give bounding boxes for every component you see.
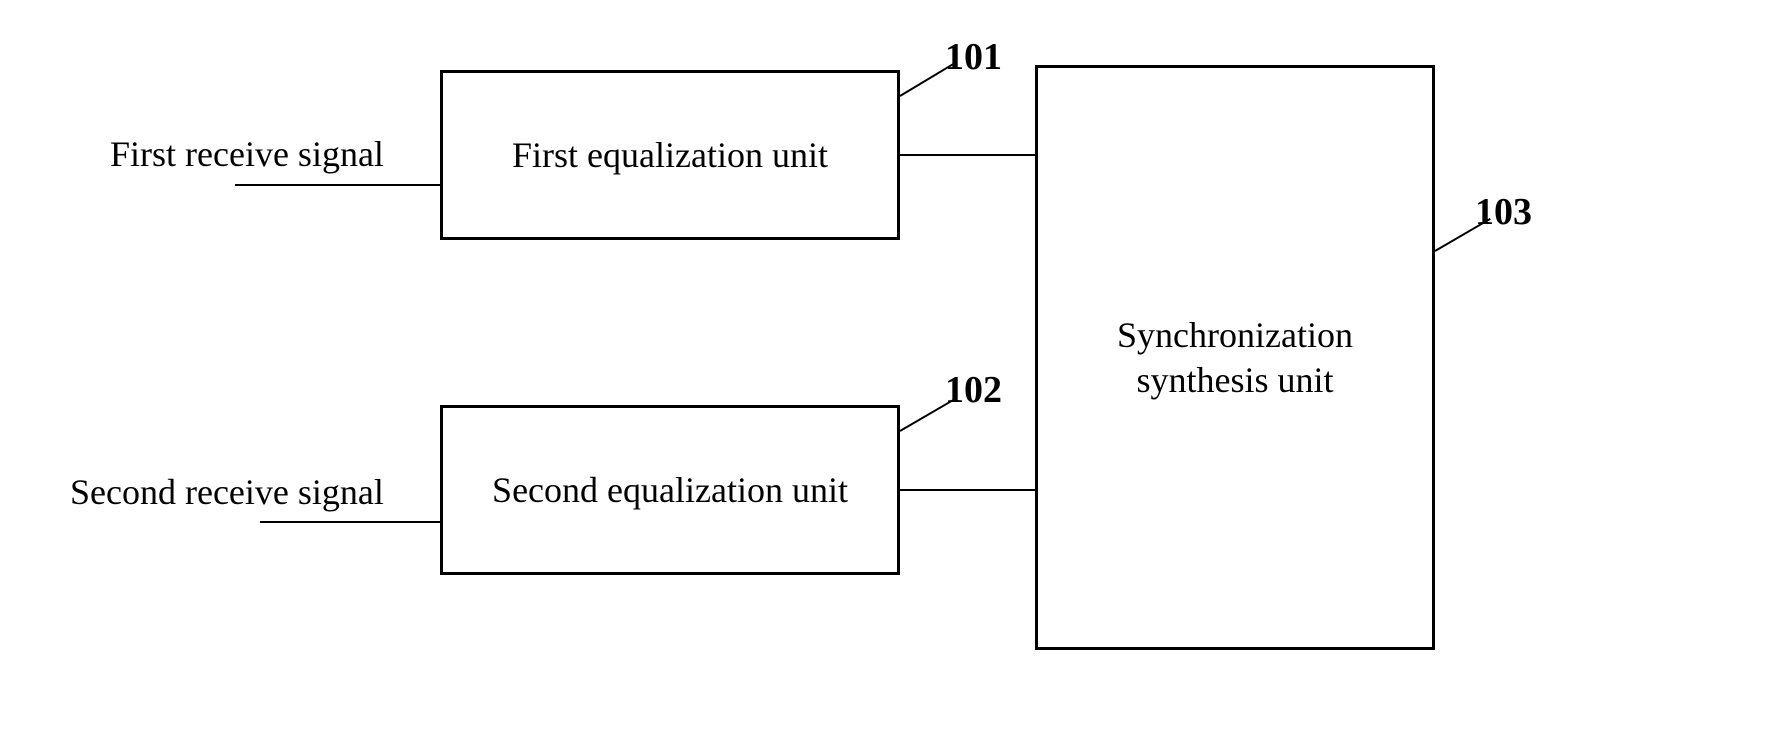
block-first-equalization-label: First equalization unit <box>512 134 828 176</box>
block-sync-synthesis: Synchronization synthesis unit <box>1035 65 1435 650</box>
diagram-canvas: First receive signal Second receive sign… <box>0 0 1782 746</box>
input-label-2: Second receive signal <box>70 471 384 513</box>
block-second-equalization-label: Second equalization unit <box>492 469 848 511</box>
ref-103: 103 <box>1475 190 1532 234</box>
block-sync-synthesis-label: Synchronization synthesis unit <box>1117 313 1353 403</box>
connector-in2-to-eq2 <box>260 521 440 523</box>
connector-in1-to-eq1 <box>235 184 440 186</box>
ref-102: 102 <box>945 368 1002 412</box>
input-label-1: First receive signal <box>110 133 384 175</box>
block-first-equalization: First equalization unit <box>440 70 900 240</box>
leader-103 <box>1434 218 1490 252</box>
leader-101 <box>899 62 955 97</box>
leader-102 <box>899 398 955 432</box>
connector-eq1-to-sync <box>900 154 1035 156</box>
connector-eq2-to-sync <box>900 489 1035 491</box>
block-second-equalization: Second equalization unit <box>440 405 900 575</box>
ref-101: 101 <box>945 35 1002 79</box>
